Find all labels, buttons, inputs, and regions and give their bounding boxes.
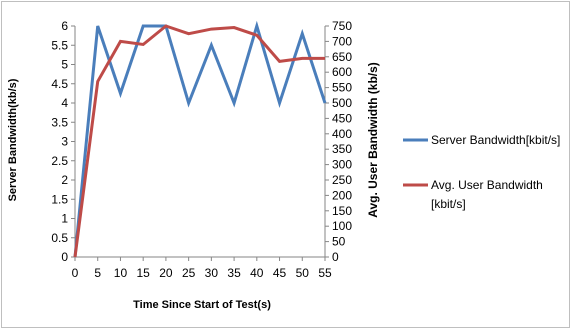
- y2-tick-label: 50: [332, 235, 346, 249]
- y2-tick-label: 100: [332, 219, 352, 233]
- x-tick-label: 25: [182, 266, 196, 280]
- x-tick-label: 10: [114, 266, 128, 280]
- y-tick-label: 1: [61, 212, 68, 226]
- y2-axis-title: Avg. User Bandwidth (kb/s): [366, 62, 380, 218]
- y-tick-label: 2.5: [51, 154, 68, 168]
- x-tick-label: 40: [250, 266, 264, 280]
- x-tick-label: 20: [159, 266, 173, 280]
- tick-labels: 00.511.522.533.544.555.56050100150200250…: [51, 19, 352, 280]
- x-tick-label: 55: [318, 266, 332, 280]
- x-tick-label: 0: [72, 266, 79, 280]
- server-bandwidth-line: [73, 20, 327, 258]
- y2-tick-label: 700: [332, 34, 352, 48]
- y2-tick-label: 750: [332, 19, 352, 33]
- x-tick-label: 50: [296, 266, 310, 280]
- y-tick-label: 5.5: [51, 38, 68, 52]
- x-tick-label: 30: [205, 266, 219, 280]
- y-tick-label: 6: [61, 19, 68, 33]
- axes: [71, 25, 329, 261]
- x-tick-label: 45: [273, 266, 287, 280]
- y2-tick-label: 150: [332, 204, 352, 218]
- y-tick-label: 5: [61, 58, 68, 72]
- y-tick-label: 0.5: [51, 231, 68, 245]
- legend-label-avg-user-bandwidth: Avg. User Bandwidth [kbit/s]: [431, 178, 543, 211]
- y-axis-title: Server Bandwidth(kb/s): [7, 78, 19, 201]
- y2-tick-label: 550: [332, 81, 352, 95]
- y-tick-label: 3: [61, 135, 68, 149]
- series-lines: [73, 20, 327, 258]
- y-tick-label: 4.5: [51, 77, 68, 91]
- legend-label-server-bandwidth: Server Bandwidth[kbit/s]: [431, 133, 560, 147]
- y2-tick-label: 600: [332, 65, 352, 79]
- y2-tick-label: 450: [332, 111, 352, 125]
- y2-tick-label: 250: [332, 173, 352, 187]
- y-tick-label: 1.5: [51, 192, 68, 206]
- y2-tick-label: 350: [332, 142, 352, 156]
- y-tick-label: 3.5: [51, 115, 68, 129]
- avg-user-bandwidth-line: [73, 24, 325, 258]
- x-axis-title: Time Since Start of Test(s): [133, 299, 271, 311]
- x-tick-label: 15: [137, 266, 151, 280]
- y2-tick-label: 300: [332, 158, 352, 172]
- y-tick-label: 2: [61, 173, 68, 187]
- y2-tick-label: 200: [332, 188, 352, 202]
- legend: Server Bandwidth[kbit/s] Avg. User Bandw…: [403, 133, 560, 211]
- y2-tick-label: 0: [332, 250, 339, 264]
- x-tick-label: 5: [94, 266, 101, 280]
- y2-tick-label: 500: [332, 96, 352, 110]
- y-tick-label: 0: [61, 250, 68, 264]
- y2-tick-label: 400: [332, 127, 352, 141]
- x-tick-label: 35: [227, 266, 241, 280]
- y2-tick-label: 650: [332, 50, 352, 64]
- y-tick-label: 4: [61, 96, 68, 110]
